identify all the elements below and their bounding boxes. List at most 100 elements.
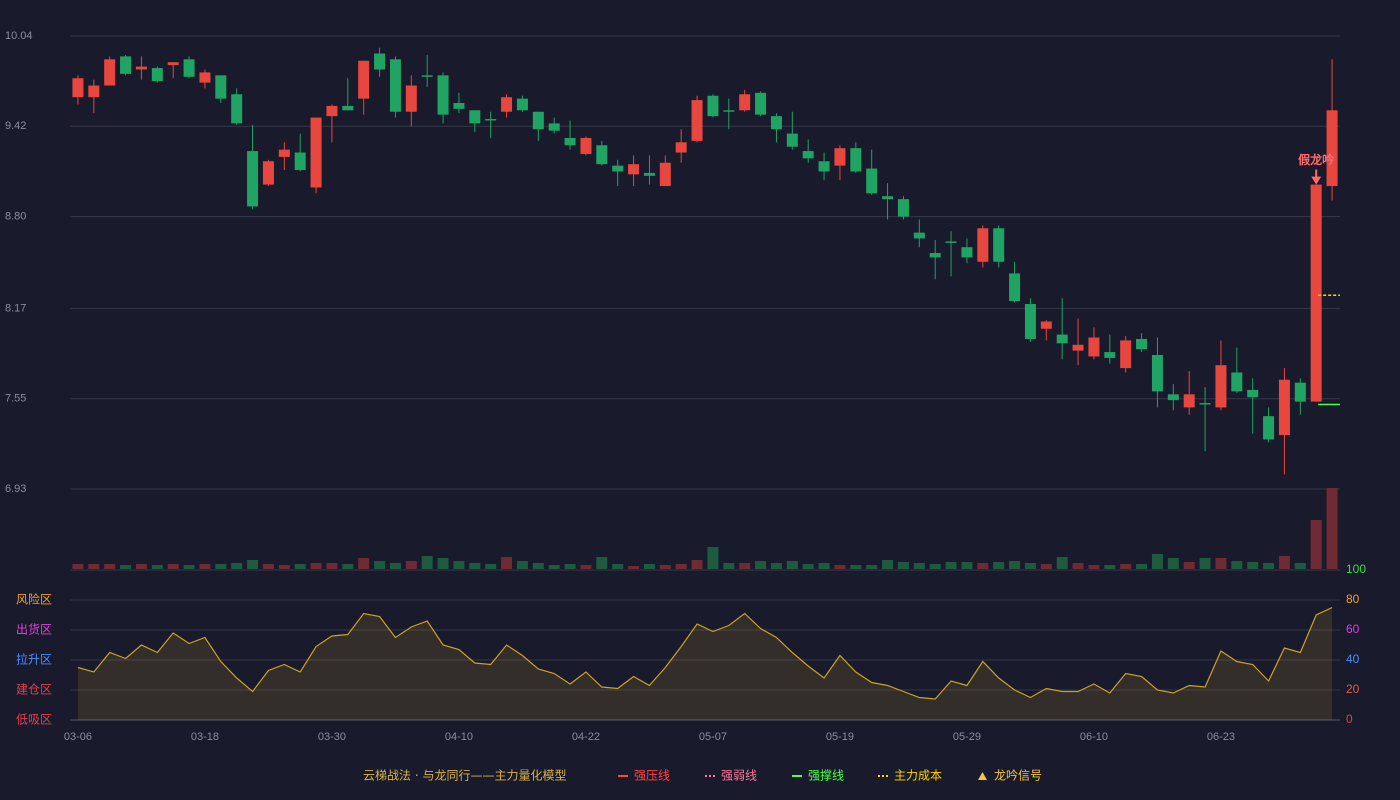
volume-bar: [961, 562, 973, 569]
volume-bar: [278, 565, 290, 569]
y-tick-label: 10.04: [5, 30, 33, 42]
candle-body: [437, 75, 449, 115]
candle-body: [723, 110, 735, 112]
y2-tick-label: 20: [1346, 682, 1360, 696]
candle-body: [151, 68, 163, 82]
candle-body: [977, 228, 989, 262]
volume-bar: [580, 565, 592, 569]
candle-body: [1072, 344, 1084, 351]
volume-bar: [628, 566, 640, 569]
volume-bar: [802, 564, 814, 569]
candle-body: [961, 247, 973, 258]
candle-body: [1231, 372, 1243, 392]
candle-body: [675, 142, 687, 153]
volume-bar: [437, 558, 449, 569]
volume-bar: [913, 563, 925, 569]
candle-body: [802, 151, 814, 159]
candle-body: [532, 111, 544, 130]
candle-body: [278, 149, 290, 157]
y2-tick-label: 60: [1346, 622, 1360, 636]
zone-label: 风险区: [16, 592, 52, 607]
candle-body: [294, 152, 306, 171]
candle-body: [1136, 338, 1148, 350]
legend-marker: [978, 772, 987, 780]
y2-tick-label: 80: [1346, 592, 1360, 606]
volume-bar: [548, 565, 560, 569]
volume-bar: [532, 563, 544, 569]
volume-bar: [485, 564, 497, 569]
candle-body: [342, 105, 354, 111]
volume-bar: [167, 564, 179, 569]
volume-bar: [231, 563, 243, 569]
legend-label: 强弱线: [721, 769, 757, 783]
candle-body: [1310, 184, 1322, 402]
legend-label: 强压线: [634, 769, 670, 783]
volume-bar: [247, 560, 259, 569]
candle-body: [199, 72, 211, 83]
candle-body: [643, 172, 655, 176]
volume-bar: [389, 563, 401, 569]
candle-body: [88, 85, 100, 98]
candle-body: [628, 164, 640, 175]
volume-bar: [786, 561, 798, 569]
volume-bar: [1199, 558, 1211, 569]
volume-bar: [405, 561, 417, 569]
candle-body: [485, 119, 497, 121]
candle-body: [1120, 340, 1132, 369]
volume-bar: [421, 556, 433, 569]
candle-body: [405, 85, 417, 112]
candle-body: [421, 75, 433, 77]
candle-body: [326, 105, 338, 117]
candle-body: [1183, 394, 1195, 408]
volume-bar: [723, 563, 735, 569]
volume-bar: [643, 564, 655, 569]
candle-body: [1247, 389, 1259, 398]
legend-title: 云梯战法 · 与龙同行——主力量化模型: [363, 769, 566, 783]
volume-bar: [501, 557, 513, 569]
candle-body: [1167, 394, 1179, 401]
volume-bar: [151, 565, 163, 569]
volume-bar: [850, 565, 862, 569]
volume-bar: [612, 564, 624, 569]
candle-body: [389, 59, 401, 112]
candle-body: [1294, 382, 1306, 402]
volume-bar: [1104, 565, 1116, 569]
candle-body: [358, 60, 370, 99]
zone-label: 低吸区: [16, 713, 52, 727]
candle-body: [1199, 403, 1211, 405]
y-tick-label: 9.42: [5, 120, 26, 132]
volume-bar: [977, 563, 989, 569]
x-tick-label: 04-22: [572, 731, 600, 743]
candle-body: [739, 94, 751, 111]
volume-bar: [374, 561, 386, 569]
candle-body: [755, 92, 767, 115]
volume-bar: [818, 563, 830, 569]
candle-body: [135, 66, 147, 70]
candle-body: [596, 145, 608, 165]
candle-body: [818, 161, 830, 172]
candle-body: [770, 116, 782, 130]
candle-body: [834, 148, 846, 166]
y2-tick-label: 40: [1346, 652, 1360, 666]
volume-bar: [929, 564, 941, 569]
annotation-arrow-head: [1311, 176, 1322, 185]
volume-bar: [469, 563, 481, 569]
y2-tick-label: 100: [1346, 562, 1366, 576]
candle-body: [945, 241, 957, 243]
legend-label: 主力成本: [894, 769, 942, 783]
candle-body: [564, 137, 576, 146]
volume-bar: [1151, 554, 1163, 569]
candle-body: [691, 100, 703, 141]
candle-body: [501, 97, 513, 112]
candle-body: [612, 165, 624, 172]
volume-bar: [1263, 563, 1275, 569]
candle-body: [850, 148, 862, 172]
candle-body: [453, 103, 465, 109]
x-tick-label: 03-30: [318, 731, 346, 743]
volume-bar: [834, 565, 846, 569]
candle-body: [262, 161, 274, 185]
candle-body: [913, 232, 925, 239]
x-tick-label: 03-18: [191, 731, 219, 743]
